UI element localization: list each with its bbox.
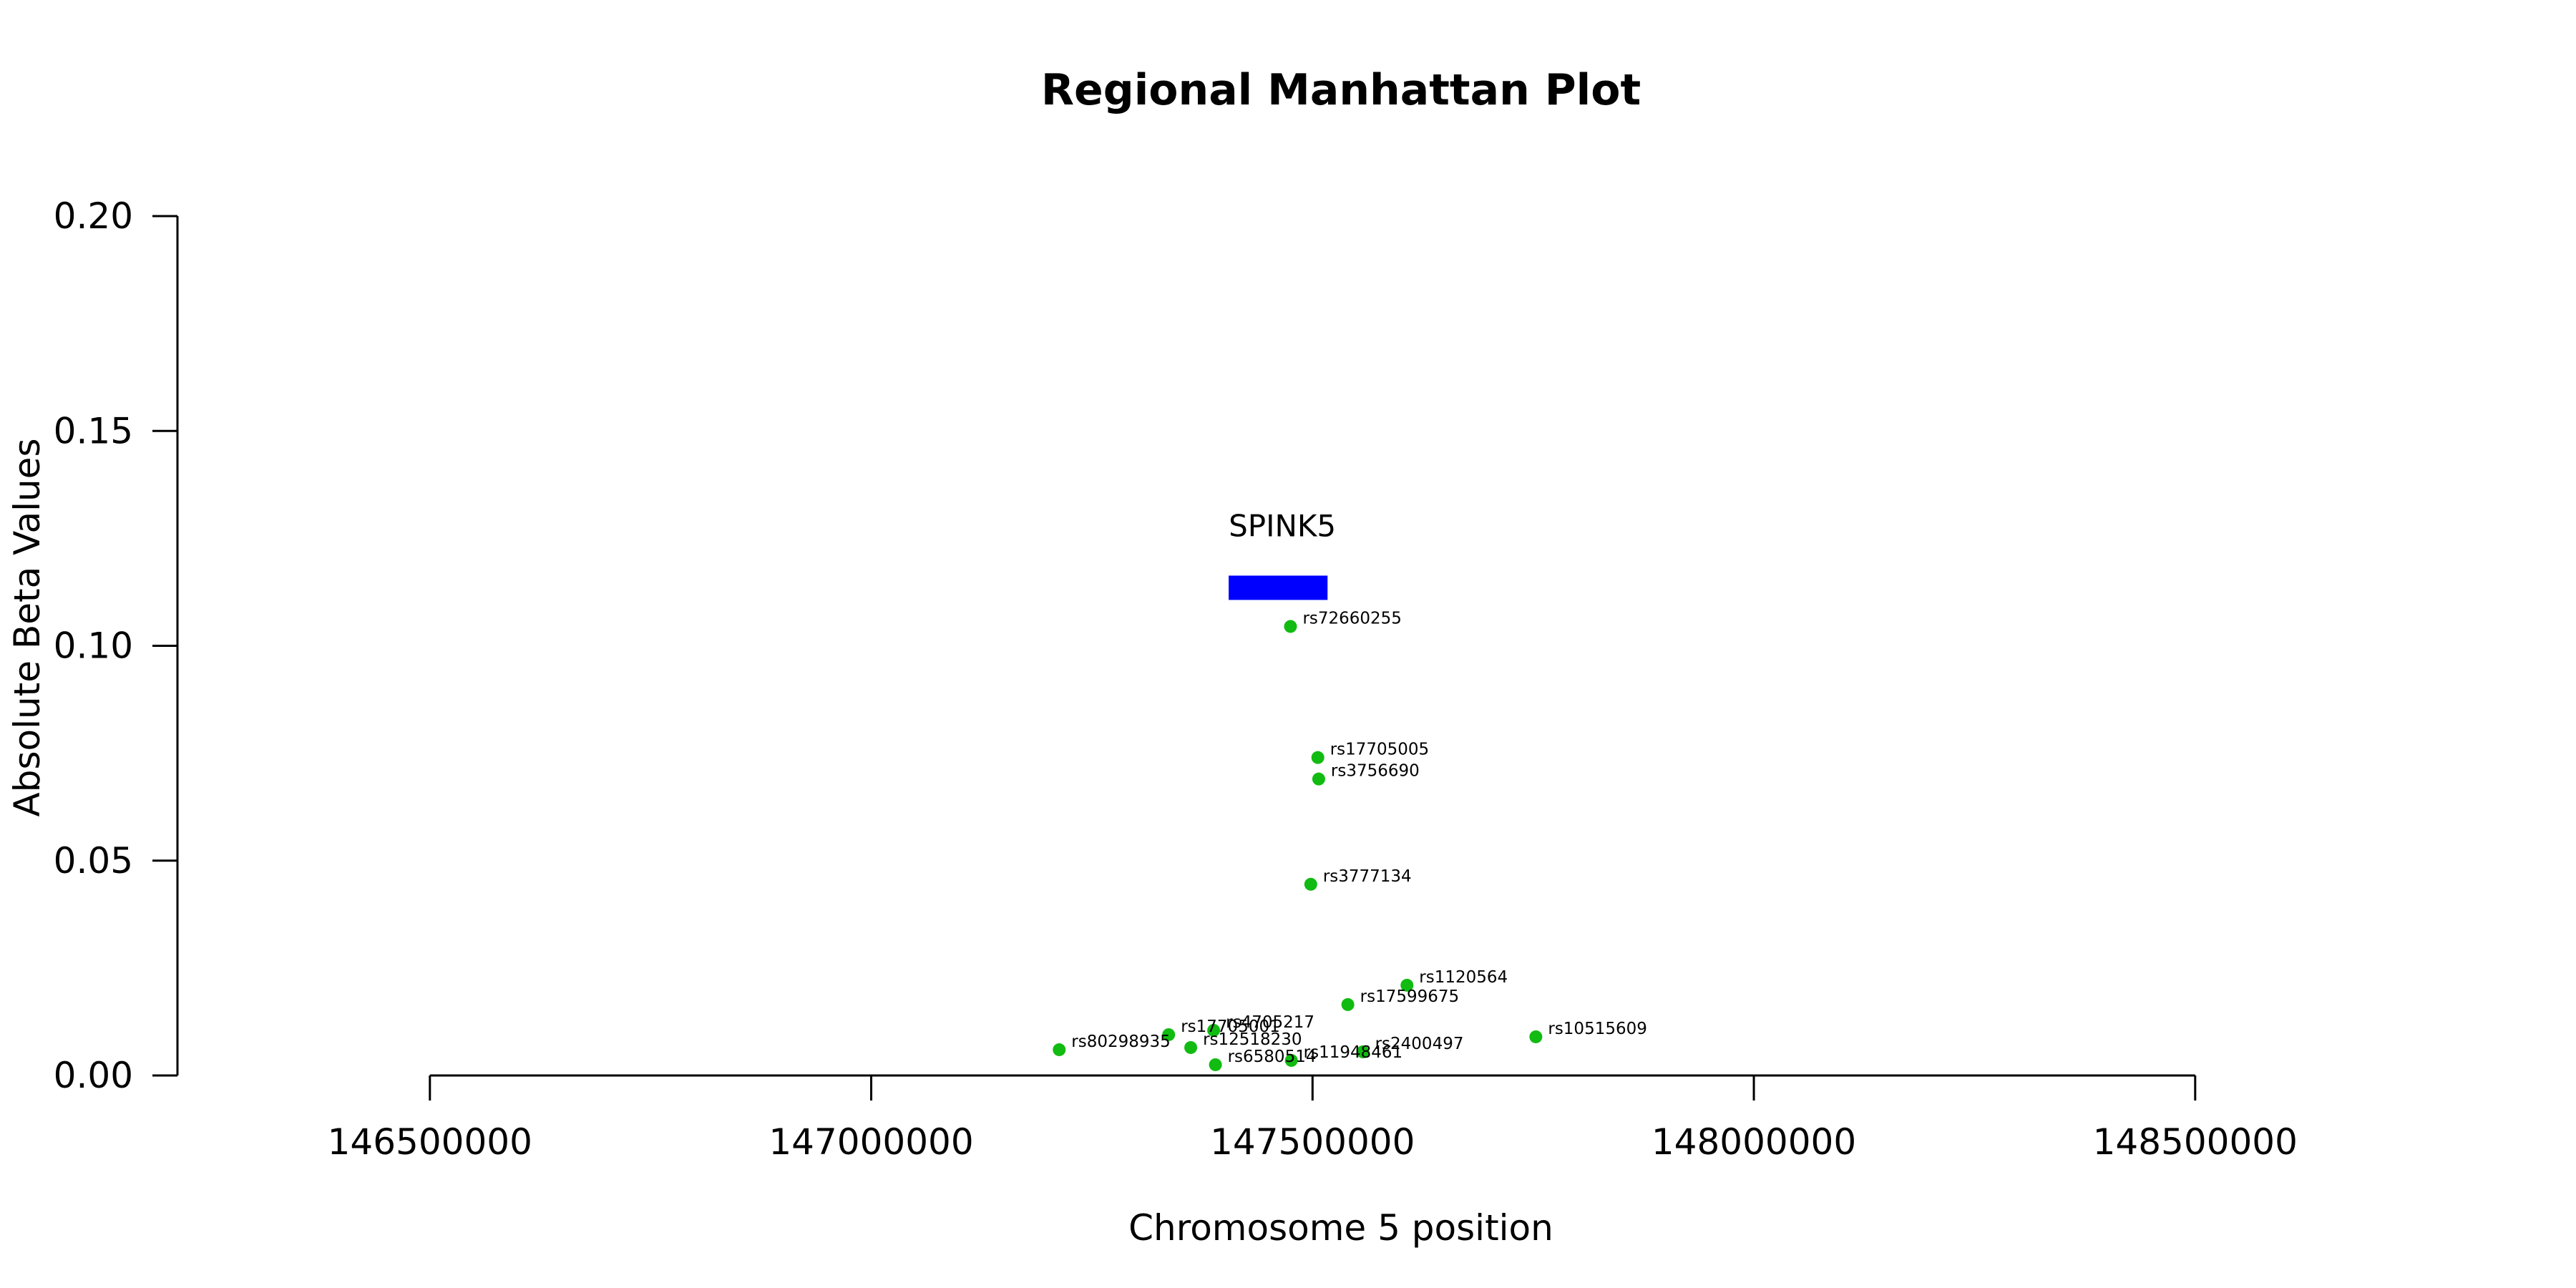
y-axis-title: Absolute Beta Values [6, 439, 48, 817]
snp-label: rs80298935 [1071, 1033, 1171, 1051]
snp-point [1341, 997, 1355, 1011]
gene-bar [1229, 575, 1328, 600]
chart-title: Regional Manhattan Plot [1041, 65, 1641, 115]
x-tick-label: 147500000 [1210, 1121, 1415, 1163]
snp-label: rs10515609 [1548, 1020, 1647, 1038]
y-tick-label: 0.15 [54, 410, 133, 452]
snp-label: rs11948461 [1304, 1043, 1403, 1062]
y-tick-label: 0.10 [54, 625, 133, 667]
snp-point [1529, 1030, 1543, 1043]
snp-point [1162, 1028, 1176, 1041]
x-tick-label: 148500000 [2093, 1121, 2298, 1163]
snp-point [1312, 772, 1325, 786]
snp-label: rs12518230 [1203, 1030, 1302, 1049]
y-tick-label: 0.00 [54, 1055, 133, 1096]
snp-label: rs17705005 [1330, 741, 1430, 759]
snp-point [1304, 877, 1317, 891]
snp-point [1184, 1040, 1198, 1054]
snp-label: rs17705001 [1181, 1018, 1280, 1036]
snp-point [1209, 1058, 1222, 1071]
snp-label: rs17599675 [1360, 987, 1460, 1006]
y-tick-label: 0.05 [54, 840, 133, 882]
snp-point [1284, 1053, 1298, 1067]
snp-label: rs6580514 [1228, 1048, 1317, 1066]
snp-point [1207, 1023, 1221, 1037]
x-axis-title: Chromosome 5 position [1128, 1207, 1553, 1249]
gene-label: SPINK5 [1229, 508, 1336, 543]
snp-label: rs3777134 [1323, 867, 1412, 886]
snp-label: rs2400497 [1375, 1035, 1464, 1053]
y-tick-label: 0.20 [54, 195, 133, 237]
snp-point [1284, 620, 1297, 633]
snp-point [1053, 1043, 1066, 1056]
x-tick-label: 146500000 [328, 1121, 532, 1163]
snp-point [1311, 751, 1324, 764]
snp-label: rs72660255 [1302, 609, 1402, 628]
x-tick-label: 148000000 [1652, 1121, 1856, 1163]
snp-label: rs4705217 [1226, 1013, 1314, 1032]
snp-label: rs3756690 [1331, 762, 1420, 781]
x-tick-label: 147000000 [769, 1121, 973, 1163]
snp-point [1400, 978, 1414, 992]
plot-area: 0.00 0.05 0.10 0.15 0.20 146500000 147000000 14… [54, 195, 2298, 1163]
snp-label: rs1120564 [1419, 968, 1508, 987]
snp-point [1356, 1045, 1370, 1058]
